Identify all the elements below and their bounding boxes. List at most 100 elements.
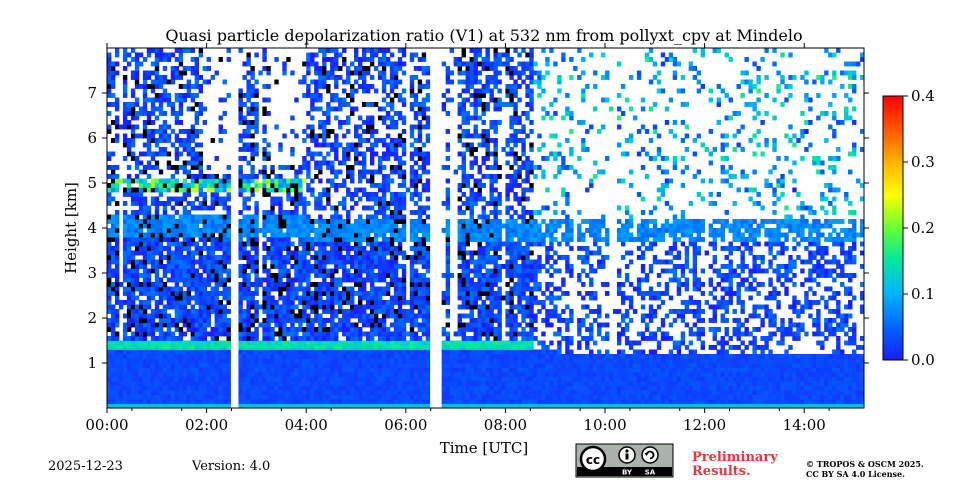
heatmap-cell [186, 151, 192, 157]
heatmap-cell [250, 300, 255, 305]
heatmap-cell [401, 367, 407, 373]
heatmap-cell [202, 372, 207, 377]
heatmap-cell [457, 318, 462, 323]
heatmap-cell [365, 84, 371, 89]
heatmap-cell [481, 354, 486, 359]
heatmap-cell [473, 304, 478, 310]
heatmap-cell [397, 390, 403, 395]
heatmap-cell [202, 228, 207, 233]
heatmap-cell [401, 403, 407, 408]
heatmap-cell [302, 372, 307, 377]
heatmap-cell [270, 345, 275, 350]
heatmap-cell [477, 313, 482, 319]
heatmap-cell [381, 349, 387, 355]
heatmap-cell [306, 66, 311, 71]
heatmap-cell [114, 390, 120, 395]
heatmap-cell [469, 259, 474, 265]
heatmap-cell [389, 300, 395, 305]
heatmap-cell [330, 336, 335, 341]
heatmap-cell [469, 228, 474, 233]
heatmap-cell [441, 295, 447, 301]
heatmap-cell [358, 327, 363, 332]
heatmap-cell [170, 255, 176, 260]
heatmap-cell [146, 331, 152, 337]
heatmap-cell [250, 70, 255, 76]
heatmap-cell [214, 187, 219, 193]
heatmap-cell [262, 52, 267, 58]
heatmap-cell [334, 79, 339, 85]
heatmap-cell [405, 318, 411, 323]
heatmap-cell [385, 381, 391, 386]
heatmap-cell [142, 75, 148, 80]
heatmap-cell [318, 403, 323, 408]
heatmap-cell [465, 70, 470, 76]
heatmap-cell [174, 147, 180, 152]
heatmap-cell [425, 372, 431, 377]
heatmap-cell [250, 349, 255, 355]
heatmap-cell [182, 169, 188, 175]
heatmap-cell [278, 381, 283, 386]
heatmap-cell [338, 75, 343, 80]
heatmap-cell [401, 318, 407, 323]
heatmap-cell [274, 340, 279, 346]
heatmap-cell [266, 210, 271, 215]
heatmap-cell [178, 291, 184, 296]
heatmap-cell [286, 309, 291, 314]
heatmap-cell [282, 399, 287, 404]
heatmap-cell [326, 106, 331, 112]
heatmap-cell [358, 363, 363, 368]
heatmap-cell [138, 250, 144, 256]
heatmap-cell [134, 345, 140, 350]
heatmap-cell [421, 291, 427, 296]
heatmap-cell [226, 255, 231, 260]
heatmap-cell [250, 367, 255, 373]
heatmap-cell [262, 318, 267, 323]
heatmap-cell [274, 201, 279, 206]
heatmap-cell [210, 327, 215, 332]
heatmap-cell [350, 192, 355, 197]
heatmap-cell [314, 390, 319, 395]
heatmap-cell [354, 349, 359, 355]
heatmap-cell [401, 331, 407, 337]
heatmap-cell [254, 111, 259, 116]
heatmap-cell [186, 403, 192, 408]
heatmap-cell [377, 183, 383, 188]
heatmap-cell [286, 232, 291, 238]
heatmap-cell [154, 210, 160, 215]
heatmap-cell [178, 403, 184, 408]
heatmap-cell [314, 349, 319, 355]
heatmap-cell [326, 160, 331, 166]
heatmap-cell [258, 372, 263, 377]
heatmap-cell [457, 358, 462, 364]
heatmap-cell [373, 255, 379, 260]
heatmap-cell [274, 124, 279, 130]
heatmap-cell [334, 385, 339, 391]
heatmap-cell [369, 219, 375, 224]
heatmap-cell [457, 165, 462, 170]
heatmap-cell [114, 394, 120, 400]
heatmap-cell [425, 340, 431, 346]
heatmap-cell [190, 97, 196, 103]
heatmap-cell [326, 295, 331, 301]
heatmap-cell [186, 210, 192, 215]
heatmap-cell [154, 196, 160, 202]
heatmap-cell [158, 57, 164, 62]
heatmap-cell [246, 354, 251, 359]
heatmap-cell [262, 376, 267, 382]
heatmap-cell [138, 106, 144, 112]
heatmap-cell [107, 124, 112, 130]
heatmap-cell [393, 318, 399, 323]
heatmap-cell [186, 255, 192, 260]
heatmap-cell [278, 295, 283, 301]
heatmap-cell [465, 241, 470, 247]
heatmap-cell [322, 381, 327, 386]
heatmap-cell [202, 268, 207, 274]
heatmap-cell [306, 336, 311, 341]
heatmap-cell [142, 349, 148, 355]
heatmap-cell [130, 133, 136, 139]
heatmap-cell [465, 250, 470, 256]
heatmap-cell [409, 345, 415, 350]
heatmap-cell [254, 403, 259, 408]
heatmap-cell [469, 133, 474, 139]
heatmap-cell [465, 111, 470, 116]
